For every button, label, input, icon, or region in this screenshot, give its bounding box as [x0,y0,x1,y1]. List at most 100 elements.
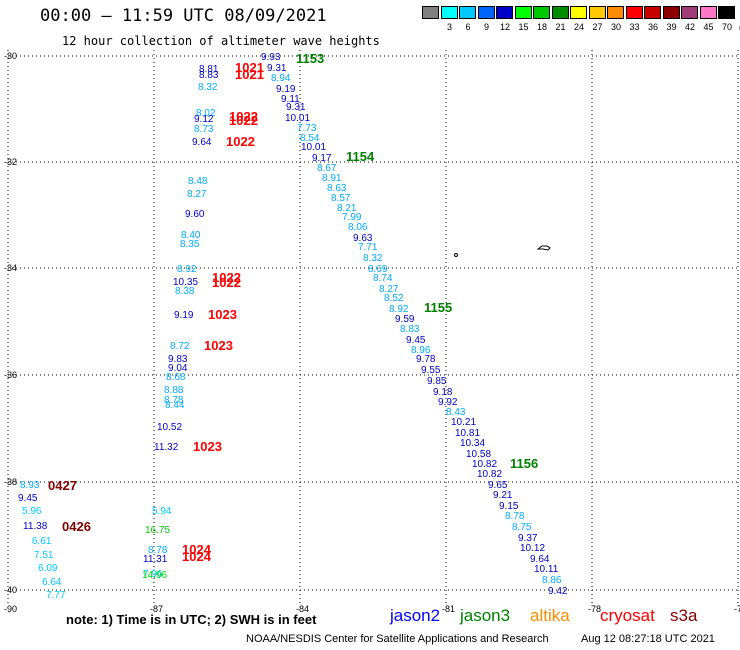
swh-value: 8.83 [400,324,420,335]
pass-time-label: 1023 [193,439,222,454]
legend-swatch [477,6,495,19]
legend-swatch [422,6,439,19]
lat-label: -40 [4,585,17,595]
swh-value: 8.92 [177,264,197,275]
swh-value: 8.96 [411,345,431,356]
swh-value: 9.64 [530,554,550,565]
legend-label: 18 [536,22,547,32]
swh-value: 9.18 [433,387,453,398]
swh-value: 8.63 [327,183,347,194]
swh-value: 9.85 [427,376,447,387]
lon-label: -78 [588,604,601,614]
satellite-name: jason3 [460,606,511,625]
swh-value: 11.32 [154,442,179,453]
swh-value: 8.06 [348,222,368,233]
swh-value: 10.01 [301,142,326,153]
swh-value: 10.58 [466,449,491,460]
swh-value: 7.77 [46,590,66,601]
swh-value: 10.35 [173,277,198,288]
swh-value: 8.72 [170,341,190,352]
legend-label: 12 [499,22,510,32]
swh-value: 10.21 [451,417,476,428]
swh-value: 8.78 [164,395,184,406]
pass-time-label: 1024 [182,549,212,564]
swh-value: 8.02 [196,108,216,119]
swh-value: 8.92 [389,304,409,315]
swh-value: 10.34 [460,438,485,449]
swh-value: 8.57 [331,193,351,204]
pass-time-label: 1022 [212,275,241,290]
pass-time-label: 1153 [296,51,324,66]
swh-value: 10.01 [285,113,310,124]
chart-subtitle: 12 hour collection of altimeter wave hei… [62,34,380,48]
swh-value: 8.73 [194,124,214,135]
pass-time-label: 0426 [62,519,91,534]
lat-lon-grid [7,50,739,604]
legend-swatch [681,6,698,19]
lon-label: -90 [4,604,17,614]
swh-value: 9.45 [18,493,38,504]
generated-timestamp: Aug 12 08:27:18 UTC 2021 [581,633,715,645]
legend-label: 15 [518,22,529,32]
swh-value: 8.86 [542,575,562,586]
coastline-islands [454,245,551,257]
pass-time-label: 0427 [48,478,77,493]
lat-label: -38 [4,477,17,487]
pass-time-label: 1023 [208,307,237,322]
legend-label: 21 [555,22,566,32]
swh-value: 8.83 [199,70,219,81]
footnote: note: 1) Time is in UTC; 2) SWH is in fe… [66,612,317,627]
pass-time-labels: 1153115411551156102110211022102210221022… [48,51,538,564]
swh-value: 8.74 [373,273,393,284]
lat-label: -34 [4,263,17,273]
credit-line: NOAA/NESDIS Center for Satellite Applica… [246,633,549,645]
legend-swatch [588,6,606,19]
legend-label: 70 [721,22,732,32]
swh-value: 9.17 [312,153,332,164]
swh-value: 8.78 [505,511,525,522]
legend-label: 36 [647,22,658,32]
legend-swatch [570,6,587,19]
measurement-labels: 9.939.318.949.199.119.3110.017.738.5410.… [18,52,568,601]
legend-swatch [496,6,513,19]
swh-value: 6.09 [38,563,58,574]
swh-value: 10.11 [534,564,559,575]
swh-value: 9.21 [493,490,513,501]
swh-value: 8.48 [188,176,208,187]
legend-label: 33 [629,22,640,32]
swh-value: 8.78 [148,545,168,556]
swh-value: 10.82 [477,469,502,480]
swh-value: 9.31 [267,63,287,74]
pass-time-label: 1022 [212,270,241,285]
swh-value: 9.12 [194,114,214,125]
pass-time-label: 1021 [235,60,264,75]
swh-value: 8.52 [384,293,404,304]
swh-value: 8.27 [187,189,207,200]
swh-value: 8.81 [199,64,219,75]
swh-value: 7.51 [34,550,54,561]
pass-time-label: 1156 [510,456,538,471]
pass-time-label: 1155 [424,300,452,315]
swh-value: 9.92 [438,397,458,408]
island-shape [536,245,551,251]
swh-value: 9.11 [281,94,300,105]
legend-swatch [699,6,717,19]
swh-value: 6.61 [32,536,52,547]
swh-value: 9.64 [192,137,212,148]
swh-value: 7.73 [297,123,317,134]
swh-value: 9.04 [168,363,188,374]
legend-swatch [533,6,550,19]
swh-value: 10.81 [455,428,480,439]
swh-value: 8.88 [164,385,184,396]
swh-value: 9.60 [185,209,205,220]
legend-label: 27 [592,22,603,32]
legend-label: 9 [483,22,489,32]
legend-swatch [607,6,624,19]
legend-swatch [440,6,458,19]
swh-value: 9.31 [286,102,306,113]
swh-value: 9.65 [488,480,508,491]
swh-value: 8.32 [363,253,383,264]
swh-value: 10.82 [472,459,497,470]
swh-value: 9.19 [174,310,194,321]
